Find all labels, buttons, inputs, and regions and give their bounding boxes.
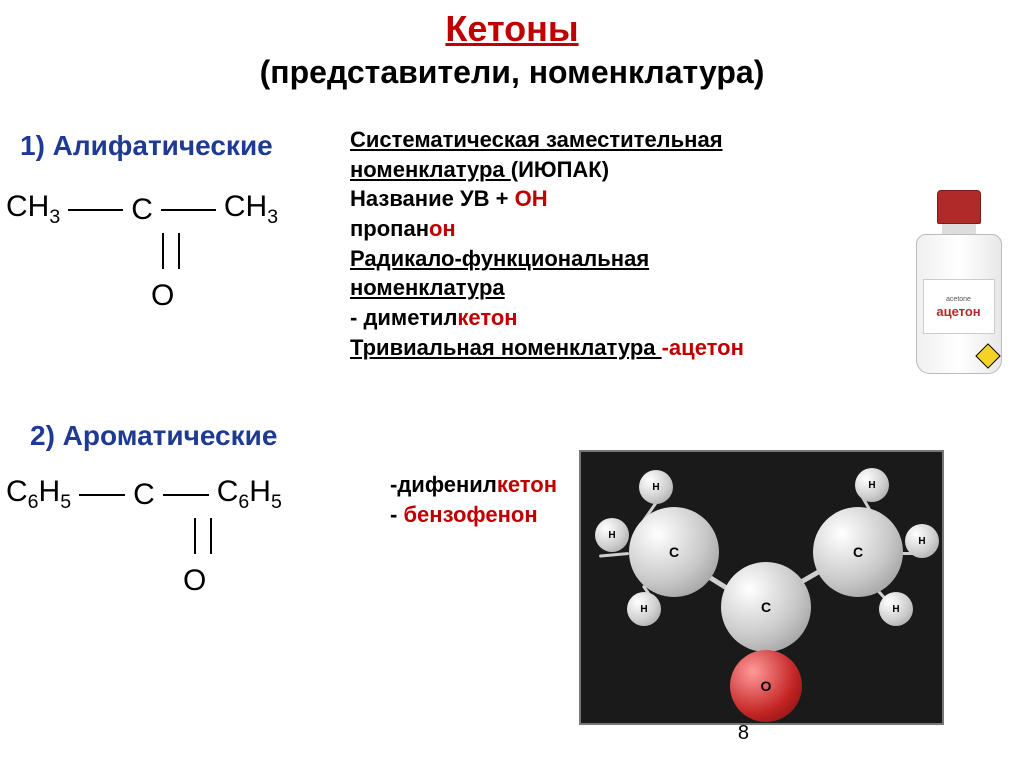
bond xyxy=(163,494,209,496)
slide-subtitle: (представители, номенклатура) xyxy=(0,54,1024,91)
molecule-3d-image: C C C O H H H H H H xyxy=(579,450,944,725)
aliphatic-formula: CH3 C CH3 O xyxy=(6,190,278,313)
aromatic-names: -дифенилкетон - бензофенон xyxy=(390,470,557,529)
atom-hydrogen: H xyxy=(905,524,939,558)
bond xyxy=(79,494,125,496)
section1-label: 1) Алифатические xyxy=(20,130,273,162)
atom-oxygen: O xyxy=(730,650,802,722)
formula-ch3-right: CH xyxy=(224,190,267,223)
page-number: 8 xyxy=(738,722,749,745)
atom-hydrogen: H xyxy=(595,518,629,552)
bond xyxy=(161,209,216,211)
atom-hydrogen: H xyxy=(639,470,673,504)
acetone-bottle-image: acetone ацетон xyxy=(911,190,1006,380)
atom-hydrogen: H xyxy=(855,468,889,502)
atom-hydrogen: H xyxy=(879,592,913,626)
nomenclature-block: Систематическая заместительная номенклат… xyxy=(350,125,910,363)
aromatic-formula: C6H5 C C6H5 O xyxy=(6,475,282,598)
atom-carbon: C xyxy=(721,562,811,652)
atom-carbon: C xyxy=(629,507,719,597)
formula-c-center: C xyxy=(131,193,153,227)
formula-ch3-left: CH xyxy=(6,190,49,223)
double-bond xyxy=(162,233,180,269)
atom-hydrogen: H xyxy=(627,592,661,626)
formula-o2: O xyxy=(183,564,282,598)
section2-label: 2) Ароматические xyxy=(30,420,277,452)
double-bond xyxy=(194,518,212,554)
bond xyxy=(68,209,123,211)
formula-c-center2: C xyxy=(133,478,155,512)
slide-title: Кетоны xyxy=(0,0,1024,50)
formula-o: O xyxy=(151,279,278,313)
atom-carbon: C xyxy=(813,507,903,597)
